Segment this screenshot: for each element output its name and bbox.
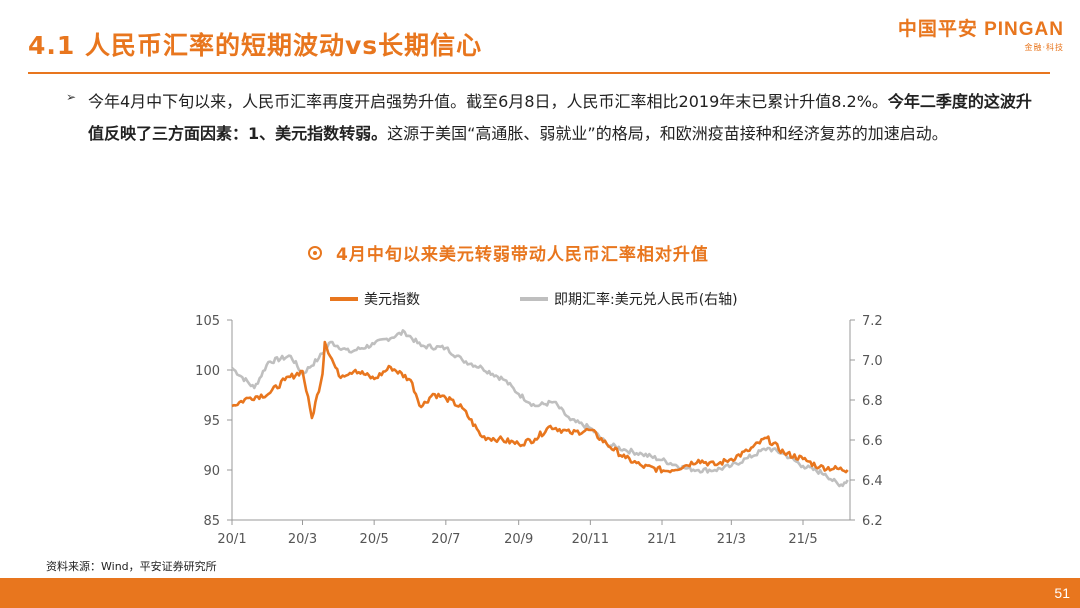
y-right-tick-label: 6.4 <box>862 474 883 489</box>
x-tick-label: 20/7 <box>431 532 460 547</box>
legend-label: 美元指数 <box>364 292 420 308</box>
legend-label: 即期汇率:美元兑人民币(右轴) <box>554 291 738 308</box>
para-sentence-2: 今年二季度的这波升值反映了三方面因素：1、美元指数转弱。 <box>88 92 1032 143</box>
y-left-tick-label: 105 <box>195 314 220 329</box>
body-paragraph: 今年4月中下旬以来，人民币汇率再度开启强势升值。截至6月8日，人民币汇率相比20… <box>88 86 1038 150</box>
x-tick-label: 20/9 <box>504 532 533 547</box>
y-left-tick-label: 95 <box>203 414 220 429</box>
y-left-tick-label: 85 <box>203 514 220 529</box>
y-right-tick-label: 7.2 <box>862 314 883 329</box>
brand-logo: 中国平安 PINGAN 金融·科技 <box>898 14 1064 53</box>
x-tick-label: 20/3 <box>288 532 317 547</box>
chart-title: 4月中旬以来美元转弱带动人民币汇率相对升值 <box>336 245 709 265</box>
chart-lines <box>231 329 849 488</box>
x-tick-label: 20/1 <box>217 532 246 547</box>
footer-bar <box>0 578 1080 608</box>
y-right-tick-label: 6.6 <box>862 434 883 449</box>
para-sentence-3: 这源于美国“高通胀、弱就业”的格局，和欧洲疫苗接种和经济复苏的加速启动。 <box>387 124 948 143</box>
logo-subtext: 金融·科技 <box>1024 43 1064 52</box>
page-number: 51 <box>1054 585 1070 601</box>
y-right-tick-label: 6.2 <box>862 514 883 529</box>
para-sentence-1: 今年4月中下旬以来，人民币汇率再度开启强势升值。截至6月8日，人民币汇率相比20… <box>88 92 888 111</box>
target-icon <box>308 246 322 260</box>
series-line-usd-index <box>231 340 849 474</box>
y-left-tick-label: 90 <box>203 464 220 479</box>
x-tick-label: 21/1 <box>647 532 676 547</box>
series-line-usdcny <box>231 329 849 488</box>
x-tick-label: 20/5 <box>360 532 389 547</box>
y-left-tick-label: 100 <box>195 364 220 379</box>
source-note: 资料来源：Wind，平安证券研究所 <box>46 560 217 573</box>
page-title: 4.1 人民币汇率的短期波动vs长期信心 <box>28 31 483 60</box>
bullet-arrow-icon: ➢ <box>66 90 77 104</box>
x-tick-label: 21/5 <box>788 532 817 547</box>
x-tick-label: 20/11 <box>572 532 609 547</box>
logo-text: 中国平安 PINGAN <box>897 19 1064 40</box>
chart-legend: 美元指数 即期汇率:美元兑人民币(右轴) <box>330 291 738 308</box>
y-right-tick-label: 7.0 <box>862 354 883 369</box>
y-right-tick-label: 6.8 <box>862 394 883 409</box>
x-tick-label: 21/3 <box>717 532 746 547</box>
title-divider <box>28 72 1050 74</box>
chart-axes: 85 90 95 100 105 6.2 6.4 6.6 6.8 7.0 7.2 20/1 20/3 20… <box>195 314 883 547</box>
